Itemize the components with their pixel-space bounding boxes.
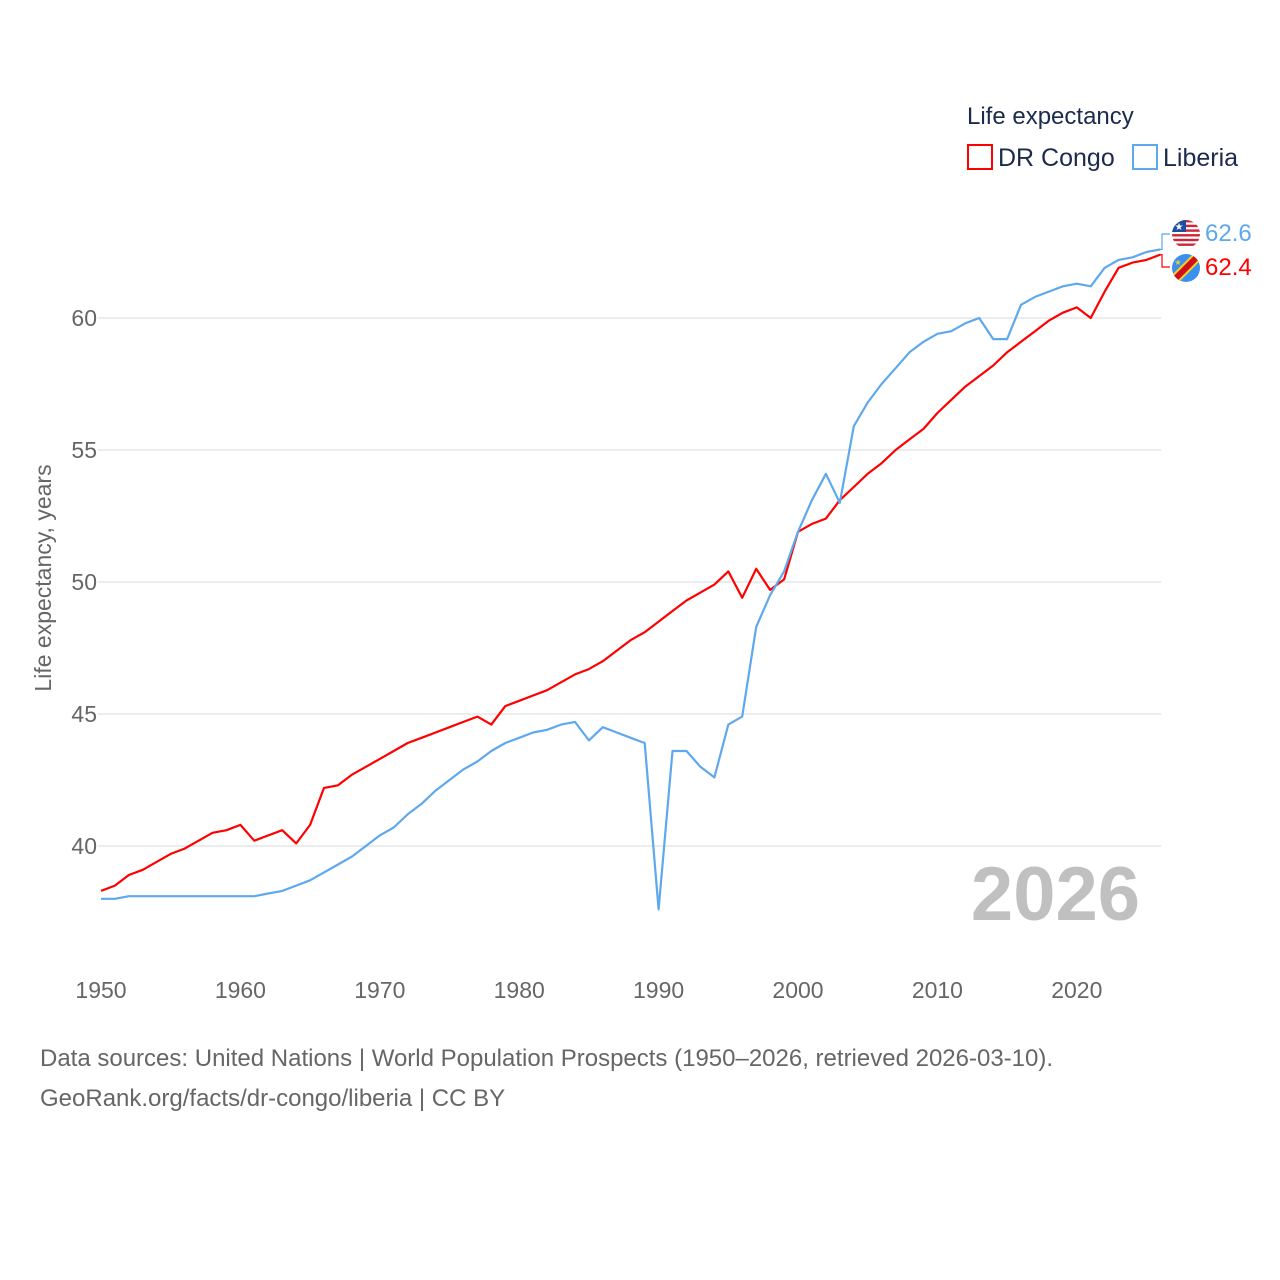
x-axis-ticks: 1950 1960 1970 1980 1990 2000 2010 2020 bbox=[75, 977, 1102, 1003]
x-tick-label: 1960 bbox=[215, 977, 266, 1003]
legend: Life expectancy DR Congo Liberia bbox=[967, 103, 1238, 172]
gridlines bbox=[98, 317, 1161, 847]
footer-sources: Data sources: United Nations | World Pop… bbox=[40, 1045, 1054, 1072]
end-label-connector bbox=[1160, 254, 1170, 268]
legend-swatch-liberia bbox=[1132, 144, 1158, 170]
y-tick-label: 55 bbox=[71, 437, 97, 463]
y-axis-ticks: 40 45 50 55 60 bbox=[71, 305, 97, 859]
x-tick-label: 1980 bbox=[494, 977, 545, 1003]
x-tick-label: 1990 bbox=[633, 977, 684, 1003]
y-tick-label: 60 bbox=[71, 305, 97, 331]
x-tick-label: 2000 bbox=[772, 977, 823, 1003]
y-tick-label: 50 bbox=[71, 569, 97, 595]
y-tick-label: 40 bbox=[71, 833, 97, 859]
svg-text:★: ★ bbox=[1174, 258, 1181, 267]
end-value-liberia: 62.6 bbox=[1205, 220, 1252, 247]
series-line-liberia bbox=[101, 248, 1161, 911]
liberia-flag-icon: ★ bbox=[1172, 220, 1200, 248]
series-line-dr-congo bbox=[100, 253, 1161, 892]
x-tick-label: 2010 bbox=[912, 977, 963, 1003]
legend-label-liberia[interactable]: Liberia bbox=[1163, 144, 1238, 172]
legend-swatch-dr-congo bbox=[967, 144, 993, 170]
footer-attribution[interactable]: GeoRank.org/facts/dr-congo/liberia | CC … bbox=[40, 1085, 506, 1112]
dr-congo-flag-icon: ★ bbox=[1172, 254, 1200, 282]
x-tick-label: 2020 bbox=[1051, 977, 1102, 1003]
y-axis-label: Life expectancy, years bbox=[30, 464, 56, 691]
x-tick-label: 1950 bbox=[75, 977, 126, 1003]
end-label-connector bbox=[1160, 233, 1170, 250]
x-tick-label: 1970 bbox=[354, 977, 405, 1003]
end-labels: ★ ★ 62.6 62.4 bbox=[1160, 220, 1252, 282]
series-lines bbox=[100, 248, 1161, 911]
svg-text:★: ★ bbox=[1175, 222, 1184, 233]
legend-label-dr-congo[interactable]: DR Congo bbox=[998, 144, 1115, 172]
y-tick-label: 45 bbox=[71, 701, 97, 727]
legend-title: Life expectancy bbox=[967, 103, 1134, 130]
end-value-dr-congo: 62.4 bbox=[1205, 254, 1252, 281]
year-watermark: 2026 bbox=[971, 852, 1140, 937]
